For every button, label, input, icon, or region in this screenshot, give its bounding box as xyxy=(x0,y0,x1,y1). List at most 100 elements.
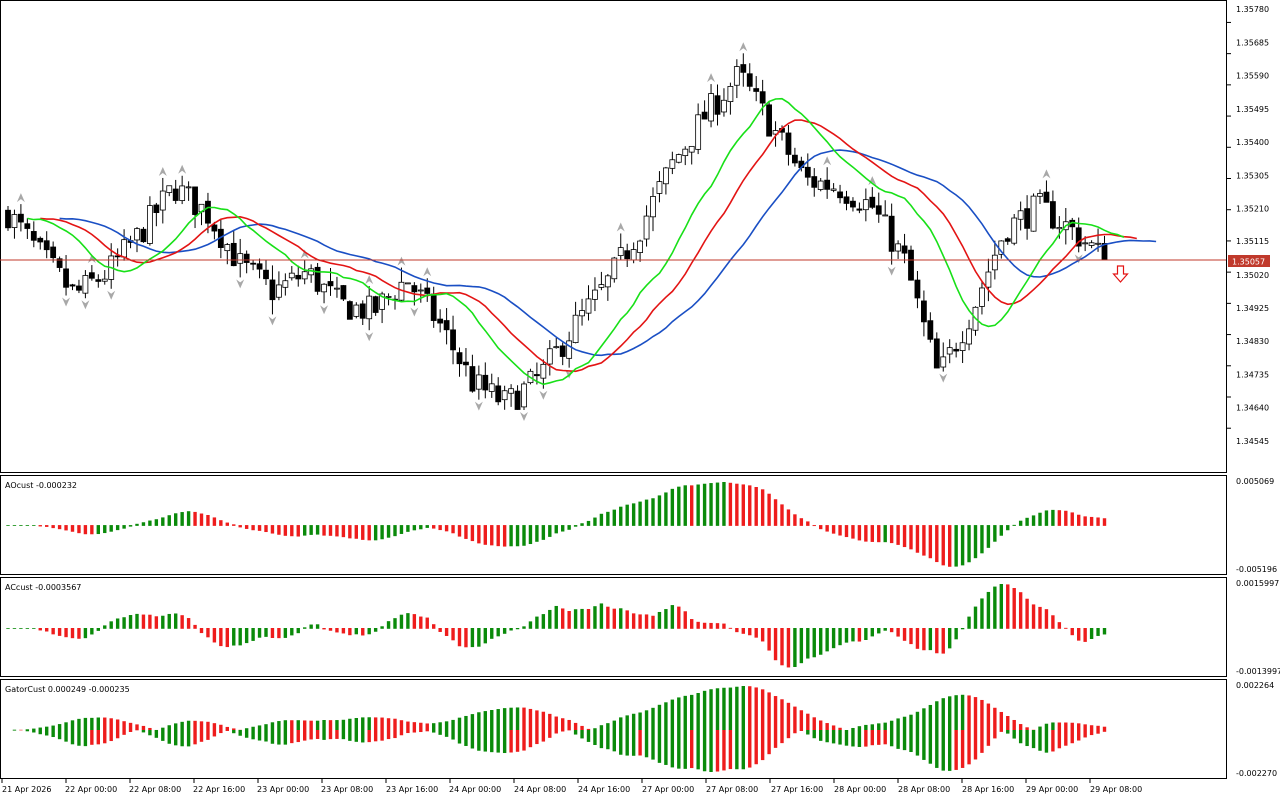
bear-candle xyxy=(534,374,540,377)
bull-candle xyxy=(895,243,901,252)
bull-candle xyxy=(637,240,643,253)
bull-candle xyxy=(1088,242,1095,246)
bull-candle xyxy=(611,257,618,280)
alligator-lips-line xyxy=(27,97,1125,386)
bull-candle xyxy=(282,280,289,288)
bear-candle xyxy=(759,91,766,104)
fractal-up-icon xyxy=(178,164,187,174)
ac-min-label: -0.0013997 xyxy=(1236,667,1280,676)
bull-candle xyxy=(321,283,327,293)
bull-candle xyxy=(675,154,682,163)
price-axis[interactable]: 1.35780 1.35685 1.35590 1.35495 1.35400 … xyxy=(1226,5,1270,446)
bear-candle xyxy=(172,188,179,201)
bear-candle xyxy=(37,237,44,243)
bull-candle xyxy=(1037,193,1043,197)
bear-candle xyxy=(95,279,102,282)
bear-candle xyxy=(482,374,489,391)
bull-candle xyxy=(630,249,637,261)
bull-candle xyxy=(521,383,527,408)
bear-candle xyxy=(269,279,276,301)
ac-max-label: 0.0015997 xyxy=(1236,579,1279,588)
bull-candle xyxy=(275,284,282,298)
bear-candle xyxy=(17,213,24,223)
time-label: 28 Apr 16:00 xyxy=(962,785,1014,794)
bear-candle xyxy=(372,296,379,313)
bull-candle xyxy=(166,185,173,193)
fractal-up-icon xyxy=(616,222,625,232)
fractal-down-icon xyxy=(236,279,245,289)
bull-candle xyxy=(656,181,663,194)
bear-candle xyxy=(295,274,302,280)
ac-indicator-panel[interactable]: ACcust -0.0003567 0.0015997 -0.0013997 xyxy=(0,577,1280,677)
bull-candle xyxy=(946,347,953,355)
bear-candle xyxy=(88,272,95,279)
bull-candle xyxy=(604,275,611,288)
bull-candle xyxy=(1095,242,1101,245)
time-label: 27 Apr 16:00 xyxy=(771,785,823,794)
ao-indicator-panel[interactable]: AOcust -0.000232 0.005069 -0.005196 xyxy=(0,475,1278,575)
gator-title: GatorCust 0.000249 -0.000235 xyxy=(5,685,130,694)
fractal-down-icon xyxy=(410,307,419,317)
time-label: 28 Apr 08:00 xyxy=(898,785,950,794)
bull-candle xyxy=(159,190,166,211)
bear-candle xyxy=(953,348,960,352)
bull-candle xyxy=(185,186,192,189)
bull-candle xyxy=(488,383,495,392)
bear-candle xyxy=(359,303,366,319)
bull-candle xyxy=(643,215,650,240)
bear-candle xyxy=(30,231,37,241)
bear-candle xyxy=(153,204,160,214)
bear-candle xyxy=(850,200,856,208)
fractal-down-icon xyxy=(365,332,374,342)
fractal-down-icon xyxy=(474,401,483,411)
bull-candle xyxy=(650,196,656,218)
time-axis[interactable]: 21 Apr 2026 22 Apr 00:00 22 Apr 08:00 22… xyxy=(1,779,1142,794)
time-label: 28 Apr 00:00 xyxy=(834,785,886,794)
time-label: 22 Apr 16:00 xyxy=(193,785,245,794)
bull-candle xyxy=(663,167,669,185)
bull-candle xyxy=(1056,227,1063,230)
bull-candle xyxy=(882,214,889,217)
bull-candle xyxy=(966,328,972,345)
price-label: 1.35400 xyxy=(1236,138,1269,147)
fractal-up-icon xyxy=(16,193,25,203)
bear-candle xyxy=(437,318,444,324)
bull-candle xyxy=(179,185,186,201)
bull-candle xyxy=(585,298,592,314)
bull-candle xyxy=(830,188,837,191)
main-price-chart[interactable] xyxy=(0,0,1227,473)
fractal-up-icon xyxy=(1042,169,1051,179)
bear-candle xyxy=(1075,227,1082,247)
bear-candle xyxy=(811,176,818,188)
bull-candle xyxy=(379,293,386,310)
bull-candle xyxy=(501,390,508,401)
bull-candle xyxy=(353,304,360,317)
price-label: 1.35590 xyxy=(1236,72,1269,81)
bear-candle xyxy=(740,64,747,73)
bear-candle xyxy=(314,266,321,292)
bear-candle xyxy=(411,285,418,293)
bear-candle xyxy=(914,279,921,299)
bear-candle xyxy=(256,263,263,270)
price-label: 1.35115 xyxy=(1236,237,1269,246)
alligator-jaw-line xyxy=(59,149,1157,357)
fractal-up-icon xyxy=(158,166,167,176)
bull-candle xyxy=(959,342,966,351)
time-label: 27 Apr 08:00 xyxy=(706,785,758,794)
bull-candle xyxy=(1011,217,1018,244)
bear-candle xyxy=(843,196,850,204)
fractal-up-icon xyxy=(868,176,877,186)
bear-candle xyxy=(1004,238,1011,242)
bull-candle xyxy=(985,271,992,288)
bull-candle xyxy=(598,284,605,288)
gator-indicator-panel[interactable]: GatorCust 0.000249 -0.000235 0.002264 -0… xyxy=(0,679,1278,779)
bear-candle xyxy=(263,269,269,280)
fractal-down-icon xyxy=(268,316,277,326)
time-label: 23 Apr 08:00 xyxy=(321,785,373,794)
bear-candle xyxy=(76,285,82,291)
bull-candle xyxy=(553,346,560,349)
ac-title: ACcust -0.0003567 xyxy=(5,583,81,592)
bull-candle xyxy=(991,254,998,271)
bear-candle xyxy=(24,223,31,229)
